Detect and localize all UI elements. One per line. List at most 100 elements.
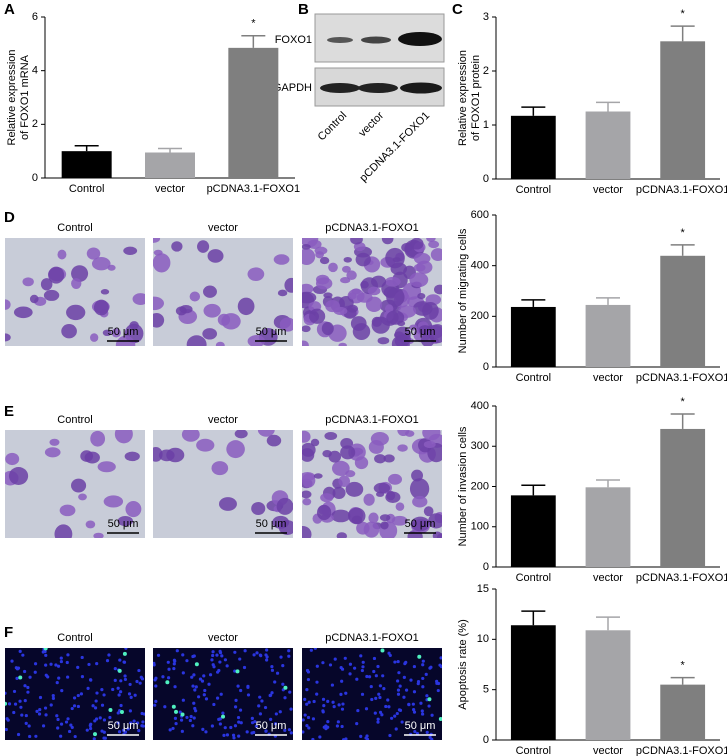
nucleus [38, 708, 42, 712]
scale-label: 50 μm [405, 326, 436, 338]
nucleus [181, 698, 185, 702]
nucleus [221, 711, 225, 715]
apoptotic-cell [171, 704, 176, 709]
nucleus [33, 662, 38, 666]
nucleus [93, 706, 98, 710]
nucleus [59, 734, 63, 738]
nucleus [394, 727, 398, 731]
error-bar [596, 297, 620, 305]
nucleus [321, 709, 325, 713]
cell [276, 497, 293, 515]
bar [510, 495, 556, 567]
nucleus [279, 655, 283, 659]
nucleus [246, 693, 251, 697]
nucleus [207, 682, 211, 686]
error-bar [670, 244, 695, 256]
nucleus [412, 664, 417, 669]
nucleus [141, 720, 145, 724]
scale-label: 50 μm [256, 720, 287, 732]
nucleus [129, 721, 133, 725]
nucleus [378, 684, 382, 688]
nucleus [55, 680, 59, 685]
nucleus [190, 675, 194, 679]
x-tick-label: pCDNA3.1-FOXO1 [636, 184, 727, 196]
nucleus [215, 696, 220, 700]
nucleus [421, 676, 425, 681]
nucleus [217, 668, 221, 673]
blot-band [358, 83, 398, 93]
cell [71, 278, 82, 289]
cell [85, 520, 96, 529]
cell [340, 277, 351, 284]
nucleus [95, 662, 99, 666]
nucleus [364, 707, 369, 711]
nucleus [12, 689, 17, 694]
nucleus [43, 649, 47, 654]
nucleus [270, 691, 274, 695]
nucleus [132, 719, 136, 723]
nucleus [425, 694, 429, 698]
cell [428, 240, 440, 249]
x-tick-label: Control [516, 184, 551, 196]
nucleus [194, 685, 198, 689]
cell [125, 500, 142, 518]
nucleus [192, 654, 196, 658]
cell [196, 438, 215, 452]
nucleus [105, 659, 110, 663]
nucleus [5, 727, 8, 732]
cell [373, 482, 391, 494]
bar [660, 428, 706, 567]
x-tick-label: vector [593, 745, 623, 756]
nucleus [44, 653, 48, 657]
cell [302, 498, 312, 506]
nucleus [119, 703, 123, 708]
nucleus [153, 663, 156, 667]
cell [422, 301, 439, 320]
nucleus [412, 710, 417, 714]
nucleus [179, 718, 184, 722]
nucleus [211, 650, 215, 654]
nucleus [69, 723, 73, 727]
apoptotic-cell [165, 680, 170, 685]
cell [347, 304, 359, 313]
nucleus [232, 736, 236, 740]
cell [153, 238, 161, 243]
nucleus [72, 696, 77, 700]
nucleus [191, 724, 195, 728]
x-tick-label: pCDNA3.1-FOXO1 [207, 183, 301, 195]
nucleus [173, 685, 177, 689]
cell [302, 248, 316, 265]
cell [321, 321, 334, 336]
nucleus [427, 704, 431, 708]
bar [660, 41, 706, 179]
cell [124, 451, 140, 462]
nucleus [55, 714, 59, 718]
cell [381, 238, 394, 245]
cell [123, 246, 138, 255]
y-tick-label: 0 [483, 734, 489, 746]
cell [29, 294, 39, 304]
error-bar [670, 25, 695, 42]
nucleus [219, 692, 223, 696]
nucleus [193, 688, 197, 692]
error-bar [521, 484, 546, 496]
y-tick-label: 300 [471, 440, 489, 452]
cell [5, 333, 11, 342]
cell [111, 328, 121, 338]
nucleus [270, 664, 274, 669]
nucleus [361, 660, 365, 664]
nucleus [413, 729, 417, 734]
y-axis-label: Number of migrating cells [457, 228, 469, 353]
nucleus [328, 663, 333, 667]
blot-band [361, 36, 391, 44]
error-bar [74, 145, 99, 152]
nucleus [390, 716, 394, 720]
nucleus [396, 692, 401, 696]
y-tick-label: 0 [483, 361, 489, 373]
nucleus [331, 700, 335, 704]
cell [61, 324, 77, 339]
cell [302, 448, 315, 462]
cell [43, 289, 60, 301]
bar [585, 487, 631, 567]
nucleus [253, 720, 257, 724]
